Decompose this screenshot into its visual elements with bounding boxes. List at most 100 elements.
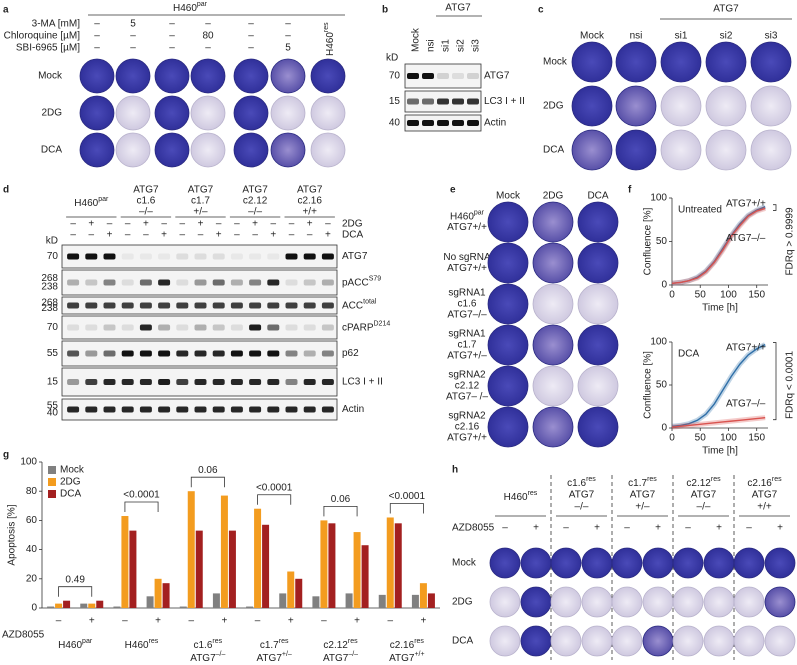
group-label: +/– (193, 207, 208, 218)
group-label-sup: –/– (216, 651, 226, 658)
band (303, 350, 316, 357)
band (249, 253, 262, 260)
band (158, 324, 171, 331)
band (85, 253, 98, 260)
well (532, 242, 574, 284)
group-label-sup: –/– (348, 651, 358, 658)
well (487, 365, 529, 407)
well (532, 201, 574, 243)
treatment-value: + (252, 219, 258, 230)
x-tick-label: 0 (669, 290, 675, 301)
x-tick-label: 50 (695, 290, 707, 301)
bar (88, 603, 96, 608)
bracket (389, 503, 424, 514)
band (267, 302, 280, 309)
bar (287, 571, 295, 608)
group-label-main: ATG7 (190, 653, 216, 664)
band (303, 279, 316, 286)
group-label: +/– (635, 502, 650, 513)
column-label: si1 (441, 39, 452, 52)
column-label: si2 (456, 39, 467, 52)
panel-label: a (3, 5, 9, 16)
treatment-value: – (205, 19, 211, 30)
treatment-value: + (777, 523, 783, 534)
bar (386, 517, 394, 608)
blot-label-sup: S79 (369, 276, 382, 283)
row-label: H460par (450, 210, 485, 222)
band (121, 406, 134, 413)
blot-label-main: ACC (342, 300, 363, 311)
treatment-label: 2DG (342, 219, 363, 230)
treatment-value: – (271, 219, 277, 230)
x-tick-label: + (420, 616, 426, 627)
well (642, 547, 674, 579)
band (212, 379, 225, 385)
well (750, 41, 792, 83)
bar (195, 530, 203, 608)
band (176, 350, 189, 357)
y-tick-label: 100 (20, 457, 37, 468)
bar (47, 606, 55, 608)
kd-label: 15 (47, 377, 59, 388)
bar (254, 508, 262, 608)
band (158, 279, 171, 286)
group-label-sup: res (711, 476, 721, 483)
row-label: sgRNA1 (448, 329, 486, 340)
group-label-main: H460 (504, 492, 528, 503)
treatment-value: – (94, 43, 100, 54)
well (532, 365, 574, 407)
treatment-value: + (161, 230, 167, 241)
res-label-sup: res (323, 22, 330, 32)
group-label: c2.16res (390, 638, 425, 650)
well (703, 547, 735, 579)
well (550, 625, 582, 657)
y-tick-label: 60 (26, 515, 38, 526)
well (489, 547, 521, 579)
band (267, 279, 280, 286)
panel-label: b (382, 5, 388, 16)
group-label: ATG7–/– (323, 651, 358, 663)
group-label-sup: +/– (282, 651, 292, 658)
y-tick-label: 80 (26, 486, 38, 497)
bar (394, 523, 402, 608)
res-label: H460res (323, 22, 335, 56)
band (321, 302, 334, 309)
well (750, 129, 792, 171)
bar (154, 578, 162, 608)
treatment-value: – (180, 230, 186, 241)
band (194, 279, 207, 286)
band (285, 253, 298, 260)
p-value: <0.0001 (256, 482, 293, 493)
well (764, 586, 796, 618)
group-label-sup: res (586, 476, 596, 483)
bar (246, 606, 254, 608)
treatment-value: 5 (285, 43, 291, 54)
well (581, 547, 613, 579)
bracket (773, 342, 777, 421)
treatment-value: – (198, 230, 204, 241)
band (139, 379, 152, 385)
treatment-label: 3-MA [mM] (32, 19, 81, 30)
line (671, 207, 766, 284)
x-tick-label: – (122, 616, 128, 627)
panel-label: f (628, 185, 632, 196)
group-label-main: H460 (58, 640, 82, 651)
row-label: ATG7+/+ (447, 263, 487, 274)
legend-label: Mock (60, 465, 85, 476)
band (121, 324, 134, 331)
band (67, 302, 80, 309)
well (703, 625, 735, 657)
header: H460par (173, 1, 208, 13)
treatment-value: – (252, 230, 258, 241)
band (139, 350, 152, 357)
y-tick-label: 0 (31, 603, 37, 614)
treatment-value: – (624, 523, 630, 534)
well (489, 625, 521, 657)
series-label: ATG7+/+ (726, 199, 766, 210)
band (103, 279, 116, 286)
bar (378, 594, 386, 608)
row-label: Mock (452, 558, 477, 569)
well (733, 586, 765, 618)
band (230, 279, 243, 286)
